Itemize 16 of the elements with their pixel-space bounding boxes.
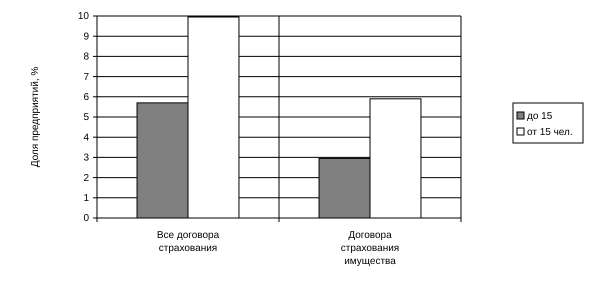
y-tick-label: 0 <box>83 213 90 224</box>
y-tick-label: 3 <box>83 152 90 164</box>
x-tick-label: Договора страхования имущества <box>340 230 400 267</box>
y-tick-label: 2 <box>83 172 90 184</box>
y-tick-label: 5 <box>83 112 90 124</box>
y-tick-label: 10 <box>78 11 90 22</box>
x-tick-label: Все договора страхования <box>156 230 220 254</box>
y-tick-label: 6 <box>83 92 90 103</box>
legend-label: до 15 <box>527 111 553 122</box>
y-tick-label: 1 <box>83 193 90 204</box>
y-tick-label: 8 <box>83 52 90 63</box>
y-axis-title: Доля предприятий, % <box>30 66 41 168</box>
y-tick-label: 9 <box>83 31 90 42</box>
y-tick-label: 4 <box>83 132 90 144</box>
y-tick-label: 7 <box>83 72 90 83</box>
legend-label: от 15 чел. <box>527 127 573 138</box>
